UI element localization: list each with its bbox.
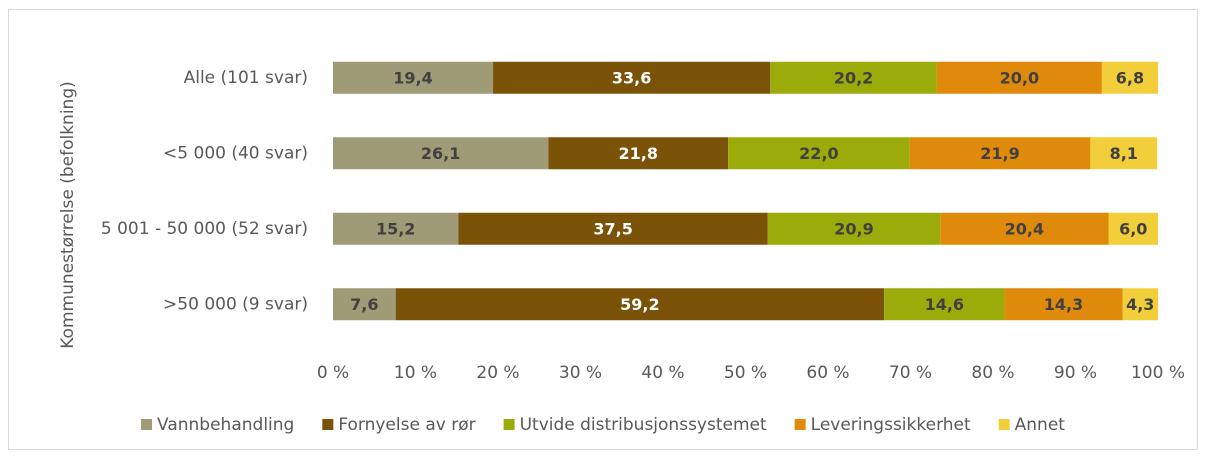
- value-label: 20,9: [834, 219, 873, 238]
- y-tick-label: Alle (101 svar): [184, 68, 308, 88]
- bar-segment: [1004, 288, 1123, 321]
- bar-segment: [548, 137, 729, 170]
- value-label: 19,4: [393, 68, 432, 87]
- bar-segment: [458, 212, 768, 245]
- bar-segment: [909, 137, 1091, 170]
- value-label: 14,3: [1044, 295, 1083, 314]
- value-label: 21,9: [980, 144, 1019, 163]
- bar-segment: [493, 61, 771, 94]
- x-tick-label: 60 %: [806, 363, 849, 383]
- legend-swatch: [503, 419, 515, 430]
- legend-label: Annet: [1015, 415, 1066, 435]
- bar-segment: [333, 61, 494, 94]
- bar-segment: [770, 61, 937, 94]
- legend-swatch: [998, 419, 1010, 430]
- bar-segment: [940, 212, 1109, 245]
- bar-segment: [333, 212, 459, 245]
- y-axis-title: Kommunestørrelse (befolkning): [58, 81, 78, 349]
- y-tick-label: 5 001 - 50 000 (52 svar): [101, 219, 308, 239]
- value-label: 59,2: [620, 295, 659, 314]
- value-label: 6,0: [1119, 219, 1147, 238]
- bar-segment: [1090, 137, 1158, 170]
- legend-swatch: [322, 419, 334, 430]
- bar-segment: [767, 212, 941, 245]
- x-tick-label: 40 %: [641, 363, 684, 383]
- value-label: 26,1: [421, 144, 460, 163]
- value-label: 20,0: [1000, 68, 1039, 87]
- value-label: 7,6: [350, 295, 378, 314]
- value-label: 14,6: [925, 295, 964, 314]
- x-tick-label: 70 %: [889, 363, 932, 383]
- value-label: 33,6: [612, 68, 651, 87]
- bar-segment: [728, 137, 910, 170]
- legend-label: Utvide distribusjonssystemet: [520, 415, 767, 435]
- value-label: 15,2: [376, 219, 415, 238]
- y-tick-label: <5 000 (40 svar): [163, 143, 308, 163]
- value-label: 37,5: [593, 219, 632, 238]
- value-label: 4,3: [1126, 295, 1154, 314]
- legend-label: Vannbehandling: [157, 415, 294, 435]
- bar-segment: [395, 288, 885, 321]
- legend-swatch: [141, 419, 153, 430]
- x-tick-label: 90 %: [1054, 363, 1097, 383]
- value-label: 20,4: [1005, 219, 1044, 238]
- legend-swatch: [794, 419, 806, 430]
- y-tick-label: >50 000 (9 svar): [163, 294, 308, 314]
- value-label: 8,1: [1110, 144, 1138, 163]
- x-tick-label: 100 %: [1131, 363, 1185, 383]
- value-label: 20,2: [834, 68, 873, 87]
- x-tick-label: 10 %: [394, 363, 437, 383]
- legend-label: Leveringssikkerhet: [811, 415, 971, 435]
- x-tick-label: 0 %: [317, 363, 349, 383]
- bar-segment: [333, 288, 396, 321]
- bar-segment: [936, 61, 1102, 94]
- bar-segment: [1101, 61, 1158, 94]
- x-tick-label: 30 %: [559, 363, 602, 383]
- x-tick-label: 20 %: [476, 363, 519, 383]
- value-label: 21,8: [619, 144, 658, 163]
- bar-segment: [1108, 212, 1158, 245]
- legend-label: Fornyelse av rør: [338, 415, 475, 435]
- x-tick-label: 80 %: [971, 363, 1014, 383]
- bar-segment: [333, 137, 549, 170]
- bar-segment: [884, 288, 1005, 321]
- value-label: 22,0: [799, 144, 838, 163]
- x-tick-label: 50 %: [724, 363, 767, 383]
- bar-segment: [1122, 288, 1158, 321]
- value-label: 6,8: [1116, 68, 1144, 87]
